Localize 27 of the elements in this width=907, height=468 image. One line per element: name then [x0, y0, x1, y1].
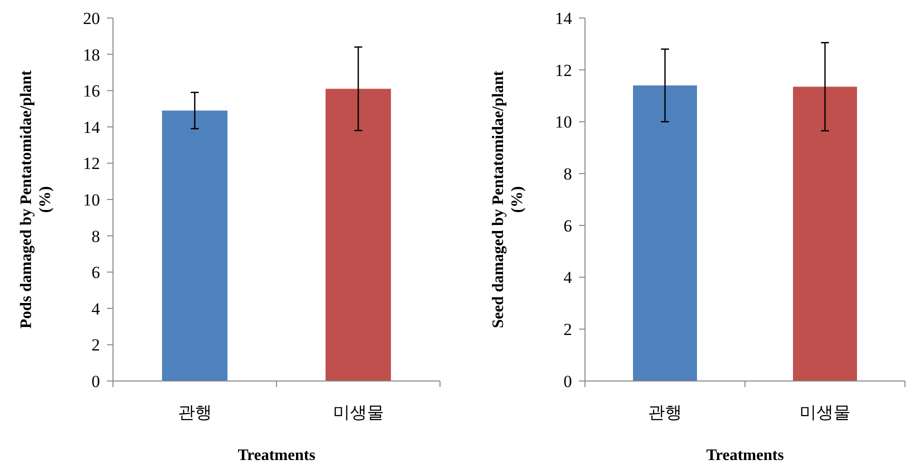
y-tick-label: 8 — [564, 164, 572, 184]
y-tick-label: 12 — [555, 60, 572, 80]
y-tick-label: 10 — [83, 190, 100, 210]
y-axis-title: Seed damaged by Pentatomidae/plant (%) — [490, 70, 526, 328]
x-tick-label: 관행 — [178, 403, 212, 422]
y-tick-label: 2 — [92, 336, 100, 355]
y-tick-label: 14 — [83, 118, 100, 137]
y-tick-label: 0 — [92, 372, 100, 391]
x-tick-label: 미생물 — [800, 403, 850, 422]
y-tick-label: 4 — [564, 268, 572, 288]
x-tick-label: 미생물 — [332, 403, 384, 422]
y-tick-label: 14 — [555, 8, 572, 28]
y-tick-label: 12 — [83, 154, 100, 174]
y-tick-label: 10 — [555, 112, 572, 132]
y-tick-label: 6 — [92, 263, 100, 282]
y-tick-label: 0 — [564, 372, 572, 391]
y-tick-label: 8 — [92, 226, 100, 246]
y-tick-label: 6 — [564, 216, 572, 236]
y-tick-label: 16 — [83, 82, 100, 101]
x-axis-title: Treatments — [238, 447, 316, 464]
y-tick-label: 18 — [83, 45, 100, 64]
y-tick-label: 4 — [92, 299, 100, 318]
y-tick-label: 20 — [83, 8, 100, 28]
y-axis-title: Pods damaged by Pentatomidae/plant (%) — [18, 70, 54, 329]
x-axis-title: Treatments — [706, 447, 784, 464]
x-tick-label: 관행 — [648, 403, 682, 422]
y-tick-label: 2 — [564, 320, 572, 340]
